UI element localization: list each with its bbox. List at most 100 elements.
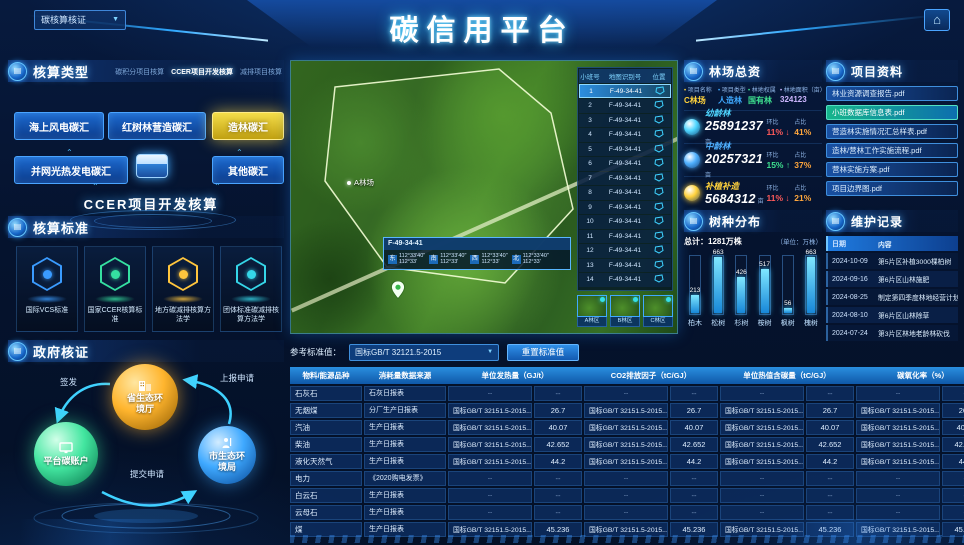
standard-card-4[interactable]: 团体标准碳减排核算方法学 [220, 246, 282, 332]
standard-select[interactable]: 国标GB/T 32151.5-2015... [448, 453, 532, 469]
standard-select[interactable]: -- [584, 470, 668, 486]
standard-select[interactable]: -- [856, 385, 940, 401]
polygon-icon[interactable] [649, 129, 669, 140]
standard-select[interactable]: 国标GB/T 32151.5-2015... [720, 521, 804, 537]
polygon-icon[interactable] [649, 216, 669, 227]
polygon-icon[interactable] [649, 173, 669, 184]
standard-select[interactable]: 国标GB/T 32151.5-2015... [720, 436, 804, 452]
standard-card-3[interactable]: 地方碳减排核算方法学 [152, 246, 214, 332]
standard-card-1[interactable]: 国际VCS标准 [16, 246, 78, 332]
maintenance-row[interactable]: 2024-08-10 第6片区山林除草 [826, 307, 958, 323]
tab-1[interactable]: 碳积分项目核算 [115, 69, 165, 76]
standard-select[interactable]: 国标GB/T 32151.5-2015... [720, 453, 804, 469]
plot-row-11[interactable]: 11 F-49-34-41 [579, 229, 671, 243]
standard-select[interactable]: 国标GB/T 32151.5-2015... [584, 521, 668, 537]
document-link[interactable]: 小班数据库信息表.pdf [826, 105, 958, 120]
standard-select[interactable]: 国标GB/T 32151.5-2015... [448, 419, 532, 435]
standard-select[interactable]: -- [856, 504, 940, 520]
data-source[interactable]: 生产日报表 [364, 419, 446, 435]
data-source[interactable]: 生产日报表 [364, 521, 446, 537]
gov-node-platform[interactable]: 平台碳账户 [34, 422, 98, 486]
reference-standard-dropdown[interactable]: 国标GB/T 32121.5-2015 ▼ [349, 343, 500, 361]
polygon-icon[interactable] [649, 231, 669, 242]
standard-select[interactable]: -- [720, 385, 804, 401]
ccer-center-label[interactable]: CCER项目开发核算 [83, 197, 219, 212]
standard-select[interactable]: -- [448, 487, 532, 503]
maintenance-row[interactable]: 2024-08-25 制定第四季度林地经营计划 [826, 289, 958, 305]
standard-select[interactable]: 国标GB/T 32151.5-2015... [584, 453, 668, 469]
standard-select[interactable]: 国标GB/T 32151.5-2015... [584, 419, 668, 435]
polygon-icon[interactable] [649, 158, 669, 169]
standard-select[interactable]: -- [720, 470, 804, 486]
standard-card-2[interactable]: 国家CCER核算标准 [84, 246, 146, 332]
plot-row-3[interactable]: 3 F-49-34-41 [579, 113, 671, 127]
document-link[interactable]: 项目边界图.pdf [826, 181, 958, 196]
reset-standard-button[interactable]: 重置标准值 [507, 343, 580, 361]
data-source[interactable]: 生产日报表 [364, 436, 446, 452]
type-button-2[interactable]: 红树林营造碳汇 [108, 112, 206, 140]
home-icon[interactable]: ⌂ [924, 9, 950, 31]
location-pin-icon[interactable] [391, 281, 405, 299]
polygon-icon[interactable] [649, 260, 669, 271]
data-source[interactable]: 生产日报表 [364, 487, 446, 503]
maintenance-row[interactable]: 2024-07-24 第3片区林地老龄林砍伐 [826, 325, 958, 341]
plot-row-8[interactable]: 8 F-49-34-41 [579, 186, 671, 200]
standard-select[interactable]: 国标GB/T 32151.5-2015... [720, 419, 804, 435]
standard-select[interactable]: -- [720, 487, 804, 503]
document-link[interactable]: 营造林实施情况汇总样表.pdf [826, 124, 958, 139]
maintenance-row[interactable]: 2024-10-09 第5片区补植3000棵柏树 [826, 253, 958, 269]
standard-select[interactable]: 国标GB/T 32151.5-2015... [856, 436, 940, 452]
polygon-icon[interactable] [649, 144, 669, 155]
polygon-icon[interactable] [649, 100, 669, 111]
standard-select[interactable]: 国标GB/T 32151.5-2015...∨ [720, 402, 804, 418]
plot-row-1[interactable]: 1 F-49-34-41 [579, 84, 671, 98]
tab-3[interactable]: 减排项目核算 [240, 69, 282, 76]
plot-row-4[interactable]: 4 F-49-34-41 [579, 128, 671, 142]
standard-select[interactable]: -- [584, 385, 668, 401]
standard-select[interactable]: -- [856, 487, 940, 503]
document-link[interactable]: 林业资源调查报告.pdf [826, 86, 958, 101]
plot-row-7[interactable]: 7 F-49-34-41 [579, 171, 671, 185]
type-button-1[interactable]: 海上风电碳汇 [14, 112, 104, 140]
type-button-3[interactable]: 造林碳汇 [212, 112, 284, 140]
plot-row-13[interactable]: 13 F-49-34-41 [579, 258, 671, 272]
map-thumbnail-1[interactable]: A林区 [577, 295, 607, 327]
standard-select[interactable]: 国标GB/T 32151.5-2015... [856, 453, 940, 469]
standard-select[interactable]: 国标GB/T 32151.5-2015... [448, 521, 532, 537]
standard-select[interactable]: -- [448, 385, 532, 401]
gov-node-city[interactable]: 市生态环境局 [198, 426, 256, 484]
polygon-icon[interactable] [649, 115, 669, 126]
document-link[interactable]: 造林/营林工作实施流程.pdf [826, 143, 958, 158]
standard-select[interactable]: 国标GB/T 32151.5-2015... [856, 419, 940, 435]
polygon-icon[interactable] [650, 85, 670, 97]
standard-select[interactable]: 国标GB/T 32151.5-2015...∨ [448, 402, 532, 418]
standard-select[interactable]: -- [856, 470, 940, 486]
tab-2[interactable]: CCER项目开发核算 [171, 69, 233, 76]
polygon-icon[interactable] [649, 245, 669, 256]
data-source[interactable]: 《2020购电发票》 [364, 470, 446, 486]
plot-row-6[interactable]: 6 F-49-34-41 [579, 157, 671, 171]
standard-select[interactable]: -- [720, 504, 804, 520]
plot-row-5[interactable]: 5 F-49-34-41 [579, 142, 671, 156]
map-thumbnail-2[interactable]: B林区 [610, 295, 640, 327]
plot-row-12[interactable]: 12 F-49-34-41 [579, 244, 671, 258]
standard-select[interactable]: -- [448, 470, 532, 486]
polygon-icon[interactable] [649, 187, 669, 198]
data-source[interactable]: 分厂生产日报表 [364, 402, 446, 418]
document-link[interactable]: 营林实施方案.pdf [826, 162, 958, 177]
plot-row-2[interactable]: 2 F-49-34-41 [579, 99, 671, 113]
standard-select[interactable]: -- [448, 504, 532, 520]
maintenance-row[interactable]: 2024-09-16 第6片区山林施肥 [826, 271, 958, 287]
data-source[interactable]: 生产日报表 [364, 453, 446, 469]
data-source[interactable]: 石灰日报表 [364, 385, 446, 401]
map-thumbnail-3[interactable]: C林区 [643, 295, 673, 327]
map-view[interactable]: A林场 F-49-34-41 东 112°33'40" 112°33' 南 112°33… [290, 60, 678, 334]
standard-select[interactable]: 国标GB/T 32151.5-2015... [448, 436, 532, 452]
standard-select[interactable]: 国标GB/T 32151.5-2015... [584, 436, 668, 452]
plot-row-10[interactable]: 10 F-49-34-41 [579, 215, 671, 229]
standard-select[interactable]: -- [584, 504, 668, 520]
polygon-icon[interactable] [649, 274, 669, 285]
plot-row-9[interactable]: 9 F-49-34-41 [579, 200, 671, 214]
data-source[interactable]: 生产日报表 [364, 504, 446, 520]
polygon-icon[interactable] [649, 202, 669, 213]
